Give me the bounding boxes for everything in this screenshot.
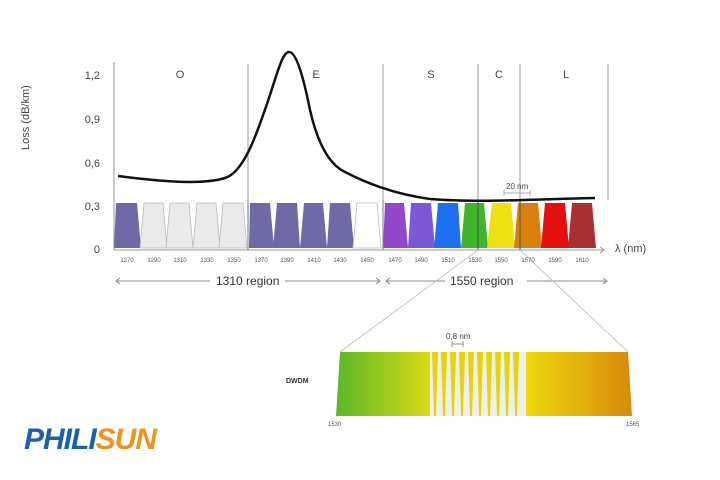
x-axis-label: λ (nm) [615, 243, 647, 255]
dwdm-band [336, 352, 632, 416]
channel-spacing-label: 20 nm [506, 182, 529, 191]
loss-curve [117, 50, 596, 202]
x-tick: 1550 [494, 258, 508, 264]
y-tick: 0,3 [84, 201, 100, 213]
band-label-c: C [495, 69, 503, 81]
dwdm-start-label: 1530 [328, 422, 342, 428]
cwdm-channels [114, 202, 596, 249]
logo-part1: PHILI [24, 423, 97, 456]
x-tick: 1410 [307, 258, 321, 264]
x-tick: 1610 [575, 258, 589, 264]
x-tick: 1510 [441, 258, 455, 264]
x-tick: 1270 [120, 258, 134, 264]
x-tick: 1590 [548, 258, 562, 264]
logo-part2: SUN [95, 423, 157, 456]
band-label-s: S [427, 69, 435, 81]
dwdm-label: DWDM [286, 378, 309, 385]
y-tick: 0,6 [84, 158, 100, 170]
x-tick: 1490 [414, 258, 428, 264]
y-tick: 0,9 [84, 114, 100, 126]
philisun-logo: PHILISUN [24, 423, 157, 457]
x-tick: 1350 [227, 258, 241, 264]
x-tick: 1290 [147, 258, 161, 264]
x-tick: 1450 [360, 258, 374, 264]
x-tick: 1330 [200, 258, 214, 264]
region-1550-label: 1550 region [446, 274, 518, 288]
x-tick: 1530 [468, 258, 482, 264]
x-tick: 1370 [254, 258, 268, 264]
y-tick: 1,2 [84, 70, 100, 82]
band-label-l: L [562, 69, 570, 81]
y-tick: 0 [93, 244, 100, 256]
x-tick: 1390 [280, 258, 294, 264]
x-tick: 1570 [521, 258, 535, 264]
dwdm-end-label: 1565 [626, 422, 640, 428]
x-tick: 1470 [388, 258, 402, 264]
x-tick: 1430 [333, 258, 347, 264]
band-label-e: E [312, 69, 320, 81]
dwdm-spacing-label: 0,8 nm [446, 332, 471, 341]
x-tick: 1310 [173, 258, 187, 264]
region-1310-label: 1310 region [212, 274, 284, 288]
band-label-o: O [175, 69, 185, 81]
